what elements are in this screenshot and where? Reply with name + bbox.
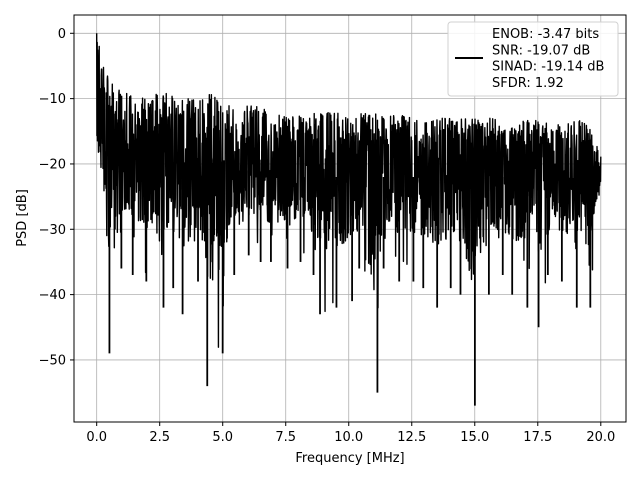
- y-tick-label: −10: [39, 92, 66, 107]
- x-tick-label: 0.0: [86, 430, 107, 445]
- legend-line: ENOB: -3.47 bits: [492, 27, 599, 42]
- plot-frame: [73, 14, 627, 423]
- y-tick-label: −50: [39, 353, 66, 368]
- legend: ENOB: -3.47 bits SNR: -19.07 dB SINAD: -19…: [447, 21, 619, 97]
- x-tick-label: 20.0: [586, 430, 615, 445]
- y-tick-label: −30: [39, 223, 66, 238]
- y-tick-label: −20: [39, 157, 66, 172]
- x-tick-label: 7.5: [275, 430, 296, 445]
- legend-line: SNR: -19.07 dB: [492, 43, 590, 58]
- legend-entry: ENOB: -3.47 bits SNR: -19.07 dB SINAD: -19…: [492, 27, 604, 91]
- x-tick-label: 12.5: [397, 430, 426, 445]
- legend-box: [447, 21, 619, 97]
- legend-line: SFDR: 1.92: [492, 76, 564, 91]
- legend-line: SINAD: -19.14 dB: [492, 60, 604, 75]
- y-axis-label: PSD [dB]: [15, 189, 30, 247]
- x-axis: 0.0 2.5 5.0 7.5 10.0 12.5 15.0 17.5 20.0: [86, 422, 615, 445]
- x-tick-label: 10.0: [334, 430, 363, 445]
- psd-series: [95, 33, 602, 406]
- x-tick-label: 17.5: [523, 430, 552, 445]
- y-axis: 0 −10 −20 −30 −40 −50: [39, 27, 74, 368]
- x-tick-label: 2.5: [149, 430, 170, 445]
- x-axis-label: Frequency [MHz]: [295, 451, 404, 466]
- x-tick-label: 5.0: [212, 430, 233, 445]
- y-tick-label: −40: [39, 288, 66, 303]
- x-tick-label: 15.0: [460, 430, 489, 445]
- psd-line: [95, 33, 602, 348]
- y-tick-label: 0: [58, 27, 66, 42]
